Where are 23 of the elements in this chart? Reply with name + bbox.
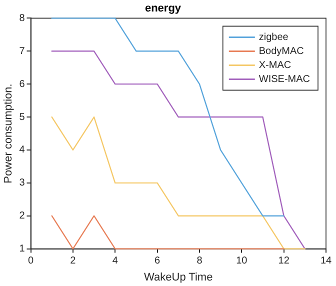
y-tick-label: 5: [19, 112, 26, 123]
x-tick-label: 10: [236, 256, 248, 267]
y-tick-label: 1: [19, 244, 26, 255]
x-tick-label: 6: [154, 256, 161, 267]
legend-label: zigbee: [258, 32, 289, 43]
y-tick-label: 2: [19, 210, 26, 222]
y-tick-label: 3: [19, 178, 26, 189]
x-tick-label: 0: [28, 256, 34, 267]
x-tick-label: 2: [70, 256, 76, 267]
x-tick-label: 4: [112, 256, 118, 267]
chart-title: energy: [144, 2, 182, 15]
y-tick-label: 6: [19, 78, 26, 90]
legend-label: BodyMAC: [258, 46, 304, 57]
y-axis-title: Power consumption.: [2, 84, 15, 184]
x-tick-label: 8: [196, 256, 203, 267]
x-tick-label: 12: [278, 256, 290, 267]
legend-label: WISE-MAC: [258, 74, 310, 85]
legend-label: X-MAC: [258, 60, 292, 71]
x-tick-label: 14: [320, 256, 332, 267]
x-axis-title: WakeUp Time: [144, 271, 213, 284]
y-tick-label: 8: [19, 12, 26, 24]
y-tick-label: 7: [19, 46, 26, 57]
y-tick-label: 4: [19, 144, 26, 156]
